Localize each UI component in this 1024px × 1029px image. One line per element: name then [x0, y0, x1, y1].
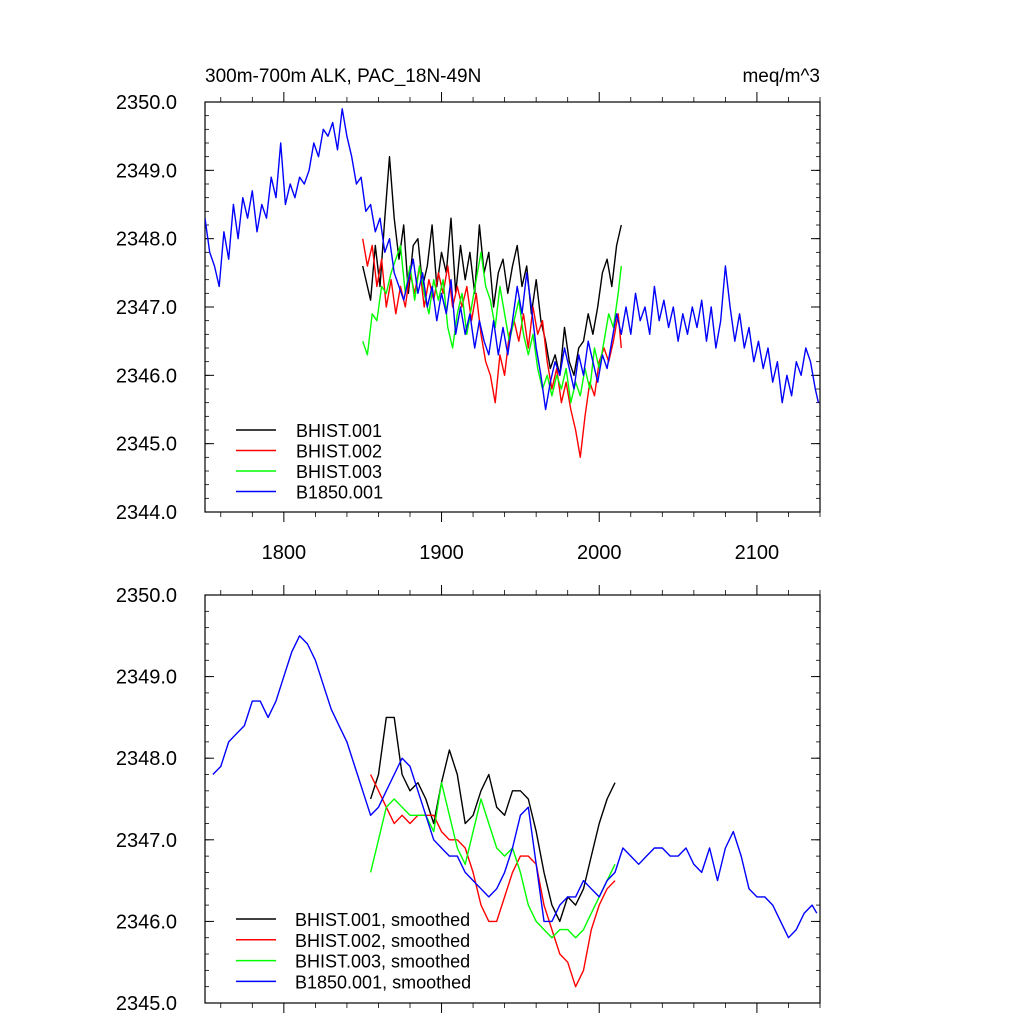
plot-frame: [204, 594, 821, 1004]
y-tick-label: 2349.0: [116, 160, 177, 182]
legend-label: BHIST.001, smoothed: [295, 910, 470, 930]
y-tick-label: 2348.0: [116, 229, 177, 251]
legend-label: BHIST.003, smoothed: [295, 952, 470, 972]
x-tick-label: 2000: [577, 542, 622, 564]
x-tick-label: 1900: [419, 542, 464, 564]
y-tick-label: 2350.0: [116, 585, 177, 607]
y-tick-label: 2344.0: [116, 502, 177, 524]
legend-label: BHIST.001: [296, 421, 382, 441]
series-line-b1850-001-smoothed: [212, 635, 818, 939]
x-tick-label: 2100: [735, 542, 780, 564]
series-line-bhist-002-smoothed: [369, 774, 616, 988]
y-tick-label: 2346.0: [116, 365, 177, 387]
y-tick-label: 2349.0: [116, 667, 177, 689]
y-tick-label: 2345.0: [116, 434, 177, 456]
legend-label: BHIST.003: [296, 462, 382, 482]
y-tick-label: 2346.0: [116, 911, 177, 933]
chart-units: meq/m^3: [742, 66, 820, 87]
y-tick-label: 2347.0: [116, 830, 177, 852]
x-tick-label: 1800: [262, 542, 307, 564]
y-tick-label: 2348.0: [116, 748, 177, 770]
bottom-panel: 2345.0 2346.0 2347.0 2348.0 2349.0 2350.0 BHIS…: [116, 585, 821, 1015]
series-line-bhist-003-smoothed: [369, 782, 616, 939]
y-tick-label: 2347.0: [116, 297, 177, 319]
series-line-bhist-001-smoothed: [369, 716, 616, 923]
series-line-bhist-002: [362, 238, 622, 458]
y-tick-label: 2345.0: [116, 993, 177, 1015]
top-panel: 2344.0 2345.0 2346.0 2347.0 2348.0 2349.0 2350…: [116, 66, 821, 564]
series-line-bhist-001: [362, 156, 622, 376]
legend-label: B1850.001, smoothed: [295, 972, 471, 992]
legend-label: BHIST.002, smoothed: [295, 931, 470, 951]
legend-label: BHIST.002: [296, 442, 382, 462]
legend-label: B1850.001: [296, 483, 383, 503]
chart-title: 300m-700m ALK, PAC_18N-49N: [205, 66, 481, 87]
series-line-b1850-001: [205, 108, 820, 411]
y-tick-label: 2350.0: [116, 92, 177, 114]
